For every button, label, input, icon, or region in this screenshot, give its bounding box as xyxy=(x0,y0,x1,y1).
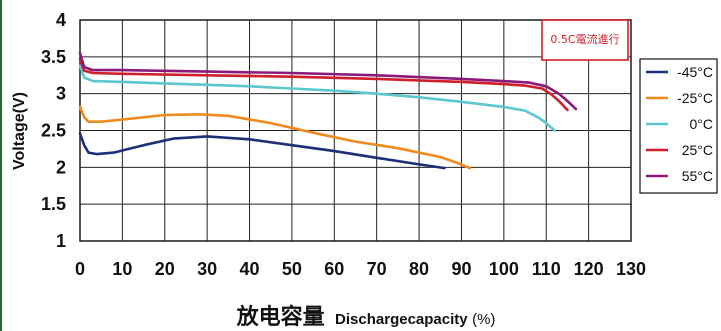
left-edge-bar xyxy=(0,0,2,331)
series-layer xyxy=(78,51,578,170)
x-axis-label-cn: 放电容量 xyxy=(236,304,325,330)
x-axis-label-unit: (%) xyxy=(472,311,495,328)
x-tick-labels: 0 10 20 30 40 50 60 70 80 90 100 110 120 130 xyxy=(75,259,646,279)
series-line-0 xyxy=(78,132,446,170)
x-tick-label-90: 90 xyxy=(451,259,471,279)
y-tick-label-1: 1 xyxy=(56,231,66,251)
x-tick-label-100: 100 xyxy=(489,259,519,279)
annotation-text: 0.5C電流進行 xyxy=(550,32,619,46)
y-tick-labels: 1 1.5 2 2.5 3 3.5 4 xyxy=(41,10,66,251)
legend-items: -45°C -25°C 0°C 25°C 55°C xyxy=(646,64,713,184)
x-tick-label-40: 40 xyxy=(240,259,260,279)
x-tick-label-130: 130 xyxy=(616,259,646,279)
legend-frame xyxy=(639,58,718,194)
series-line-1 xyxy=(78,105,472,170)
y-tick-label-3: 3 xyxy=(56,84,66,104)
x-axis-label-en: Dischargecapacity xyxy=(335,311,468,328)
y-tick-label-1.5: 1.5 xyxy=(41,194,66,214)
grid-lines xyxy=(79,19,632,242)
x-tick-label-50: 50 xyxy=(282,259,302,279)
y-tick-label-2.5: 2.5 xyxy=(41,121,66,141)
series-line-2 xyxy=(78,64,557,132)
x-tick-label-120: 120 xyxy=(574,259,604,279)
legend-label-3: 25°C xyxy=(682,142,713,158)
x-tick-label-10: 10 xyxy=(112,259,132,279)
x-tick-label-80: 80 xyxy=(409,259,429,279)
x-tick-label-0: 0 xyxy=(75,259,85,279)
annotation-box: 0.5C電流進行 xyxy=(541,19,629,61)
x-tick-label-30: 30 xyxy=(197,259,217,279)
legend-label-4: 55°C xyxy=(682,168,713,184)
legend-label-0: -45°C xyxy=(677,64,713,80)
legend-label-2: 0°C xyxy=(690,116,714,132)
series-line-3 xyxy=(78,57,569,112)
y-tick-label-3.5: 3.5 xyxy=(41,47,66,67)
y-tick-label-2: 2 xyxy=(56,157,66,177)
x-tick-label-110: 110 xyxy=(532,259,561,279)
annotation-frame xyxy=(541,19,629,61)
x-tick-label-60: 60 xyxy=(324,259,344,279)
x-axis-label: 放电容量 Dischargecapacity (%) xyxy=(236,304,496,330)
y-axis-label: Voltage(V) xyxy=(11,92,28,170)
y-tick-label-4: 4 xyxy=(56,10,66,30)
series-line-4 xyxy=(78,51,578,111)
legend-label-1: -25°C xyxy=(677,90,713,106)
legend: -45°C -25°C 0°C 25°C 55°C xyxy=(639,58,718,194)
x-tick-label-70: 70 xyxy=(367,259,387,279)
x-tick-label-20: 20 xyxy=(155,259,175,279)
